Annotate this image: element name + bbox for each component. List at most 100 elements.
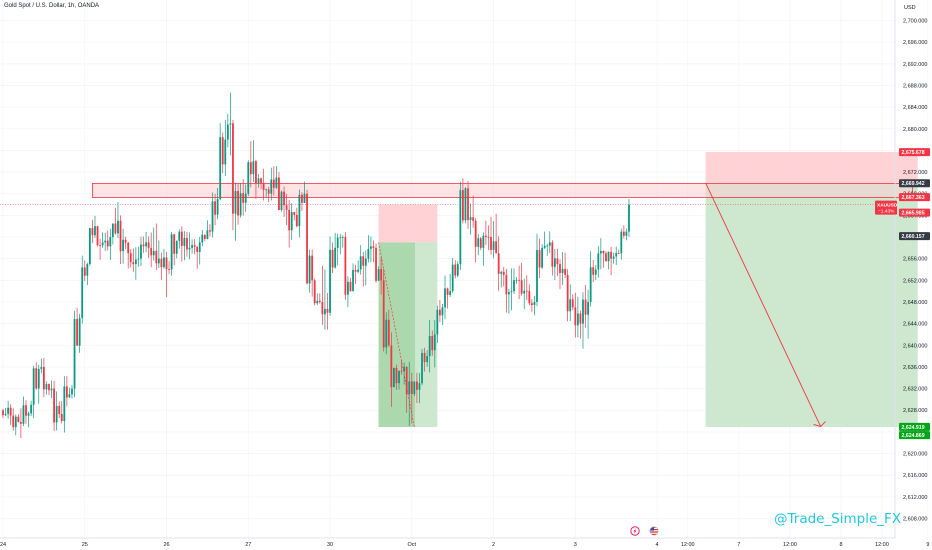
candle-body <box>594 269 597 275</box>
candle-body <box>73 319 76 389</box>
candle-body <box>206 230 209 239</box>
candle-body <box>454 264 457 276</box>
candle-body <box>237 191 239 216</box>
candle-body <box>467 188 469 221</box>
price-tick-label: 2,636.000 <box>903 365 927 371</box>
candle-body <box>280 191 283 211</box>
candle-body <box>416 381 418 390</box>
candle-body <box>155 250 158 264</box>
candle-body <box>364 258 367 266</box>
trade-zones <box>0 152 918 428</box>
candle-body <box>385 319 388 348</box>
candle-body <box>22 405 25 424</box>
candle-body <box>518 279 521 281</box>
candle-body <box>165 257 168 270</box>
candles <box>2 92 630 438</box>
candle-body <box>341 237 344 238</box>
candle-body <box>265 189 268 191</box>
candle-body <box>14 416 17 428</box>
candle-body <box>104 240 107 243</box>
candle-body <box>462 190 464 221</box>
candle-body <box>117 220 119 234</box>
candle-body <box>441 307 444 316</box>
candle-body <box>433 334 436 351</box>
candle-body <box>173 234 176 254</box>
candle-body <box>30 404 33 414</box>
candle-body <box>86 264 89 276</box>
candle-body <box>400 370 403 372</box>
price-label-badge <box>899 179 930 188</box>
price-tick-label: 2,656.000 <box>903 257 927 263</box>
candle-body <box>459 190 462 265</box>
price-label-badge <box>899 208 930 217</box>
candle-body <box>502 271 505 275</box>
candle-body <box>316 300 319 304</box>
price-label-badge <box>899 431 930 440</box>
candle-body <box>597 253 600 270</box>
candle-body <box>528 291 531 304</box>
candle-body <box>354 269 357 272</box>
price-tick-label: 2,696.000 <box>903 40 927 46</box>
time-tick-label: 3 <box>574 542 577 548</box>
candle-body <box>610 251 612 259</box>
candle-body <box>35 368 38 389</box>
candle-body <box>150 247 153 256</box>
candle-body <box>88 228 91 265</box>
us-flag-icon[interactable] <box>649 526 659 536</box>
candle-body <box>37 369 40 389</box>
candle-body <box>362 256 365 266</box>
candle-body <box>40 366 43 370</box>
candle-body <box>193 245 196 247</box>
candle-body <box>12 415 15 428</box>
candle-body <box>403 366 406 372</box>
candle-body <box>247 162 250 194</box>
drawings <box>378 182 826 428</box>
candle-body <box>334 247 337 268</box>
candle-body <box>170 234 173 270</box>
currency-label[interactable]: USD <box>904 5 916 11</box>
candle-body <box>203 234 206 239</box>
time-tick-label: 24 <box>0 542 6 548</box>
candle-body <box>129 253 132 263</box>
price-tick-label: 2,620.000 <box>903 452 927 458</box>
time-tick-label: 8 <box>840 542 843 548</box>
candle-body <box>444 288 446 308</box>
time-tick-label: 12:00 <box>875 542 889 548</box>
candle-body <box>507 292 510 295</box>
price-tick-label: 2,692.000 <box>903 62 927 68</box>
candle-body <box>17 416 20 422</box>
candle-body <box>553 258 556 267</box>
candle-body <box>2 410 4 416</box>
candle-body <box>375 247 377 281</box>
candle-body <box>306 193 308 284</box>
candle-body <box>589 267 592 302</box>
candle-body <box>347 281 349 295</box>
candle-body <box>622 231 625 236</box>
candle-body <box>106 240 109 247</box>
candle-body <box>124 239 127 243</box>
candle-body <box>9 407 12 416</box>
candle-body <box>449 291 452 295</box>
candle-body <box>582 299 584 324</box>
lightning-icon[interactable] <box>630 526 640 536</box>
symbol-tag-change: −1.43% <box>878 208 895 214</box>
candle-body <box>484 235 487 237</box>
candle-body <box>607 251 610 262</box>
candle-body <box>530 303 533 305</box>
candle-body <box>260 178 262 183</box>
chart-title: Gold Spot / U.S. Dollar, 1h, OANDA <box>4 3 100 9</box>
candle-body <box>4 413 7 416</box>
price-tick-label: 2,632.000 <box>903 387 927 393</box>
candle-body <box>628 204 630 232</box>
candle-body <box>226 124 229 140</box>
candle-body <box>99 245 101 246</box>
candle-body <box>541 247 544 268</box>
candle-body <box>357 269 360 272</box>
candle-body <box>252 161 255 175</box>
candle-body <box>232 123 234 214</box>
candle-body <box>587 301 589 315</box>
candle-body <box>431 335 434 351</box>
watermark: @Trade_Simple_FX <box>774 511 902 527</box>
